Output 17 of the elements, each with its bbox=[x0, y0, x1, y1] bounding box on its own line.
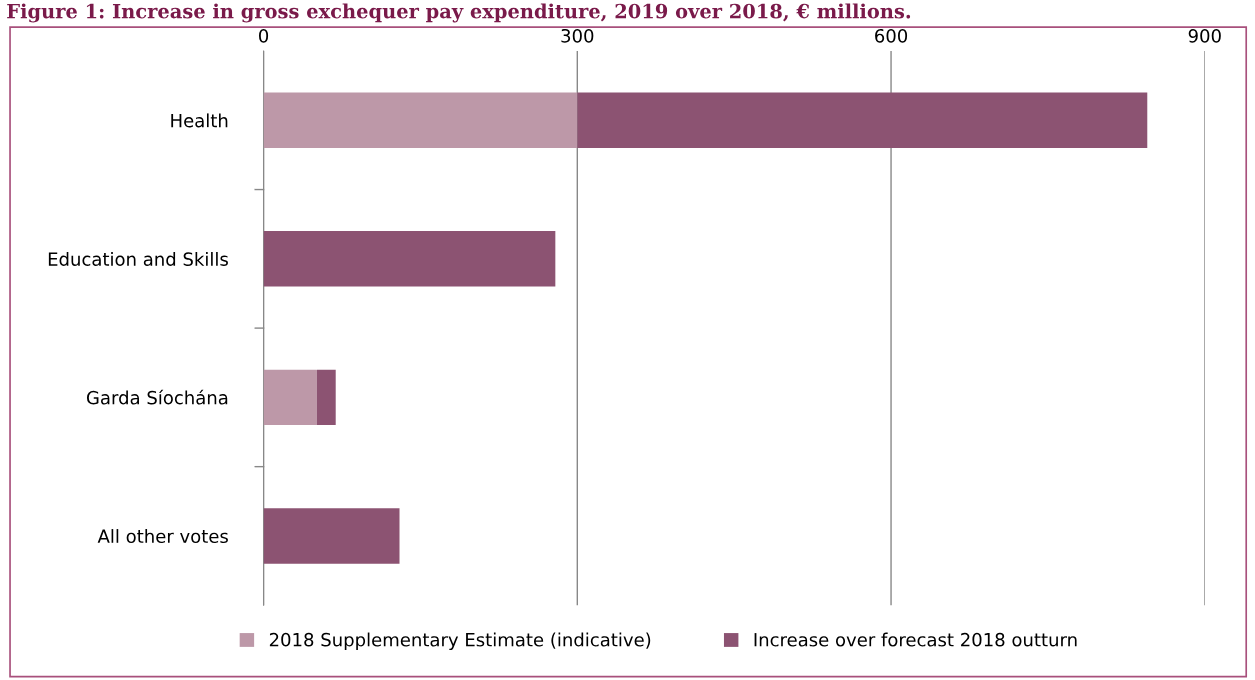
bar bbox=[263, 92, 578, 148]
legend-label: Increase over forecast 2018 outturn bbox=[754, 632, 1077, 647]
bar bbox=[263, 231, 556, 287]
legend-label: 2018 Supplementary Estimate (indicative) bbox=[269, 632, 651, 651]
y-tick-label: Education and Skills bbox=[48, 251, 228, 266]
y-tick-label: All other votes bbox=[97, 529, 228, 544]
x-tick-label: 900 bbox=[1188, 28, 1221, 43]
x-tick-label: 300 bbox=[561, 28, 594, 43]
bar bbox=[263, 508, 400, 564]
y-tick-label: Garda Síochána bbox=[86, 389, 228, 405]
x-tick-label: 0 bbox=[259, 28, 269, 43]
x-tick-label: 600 bbox=[875, 28, 908, 43]
bar bbox=[316, 369, 336, 426]
chart-title: Figure 1: Increase in gross exchequer pay expenditure, 2019 over 2018, € millions. bbox=[7, 3, 911, 23]
y-tick-label: Health bbox=[171, 113, 228, 128]
bar bbox=[263, 369, 317, 426]
bar bbox=[577, 92, 1148, 148]
